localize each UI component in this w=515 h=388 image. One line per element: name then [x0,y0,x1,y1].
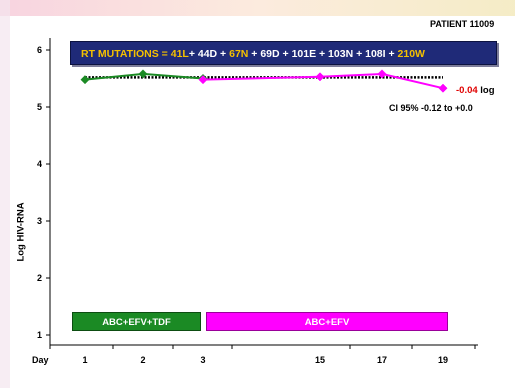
mutation-segment: 210W [397,48,425,60]
data-point-marker [198,75,208,85]
mutations-banner: RT MUTATIONS = 41L+ 44D + 67N + 69D + 10… [70,41,497,65]
x-tick-label: 2 [140,355,145,365]
y-tick-label: 1 [37,330,42,340]
x-tick-label: 1 [82,355,87,365]
x-tick-label: 17 [377,355,387,365]
axes: 1 2 3 4 5 6 Day 1 2 3 15 17 19 [32,38,478,365]
y-tick-label: 4 [37,159,42,169]
y-tick-label: 5 [37,102,42,112]
data-point-marker [315,72,325,82]
y-tick-label: 6 [37,45,42,55]
x-axis-title: Day [32,355,49,365]
y-tick-label: 3 [37,216,42,226]
delta-value: -0.04 [456,85,478,96]
x-tick-label: 3 [200,355,205,365]
confidence-interval: CI 95% -0.12 to +0.0 [389,103,473,113]
y-tick-label: 2 [37,273,42,283]
regimen-abc-efv: ABC+EFV [206,312,448,331]
data-point-marker [377,69,387,79]
series-line-2 [202,72,444,90]
data-point-marker [138,69,148,79]
series-layer [80,69,448,93]
x-tick-label: 19 [438,355,448,365]
patient-label: PATIENT 11009 [430,19,495,29]
delta-annotation: -0.04 log [456,85,495,96]
data-point-marker [438,83,448,93]
x-tick-label: 15 [315,355,325,365]
mutation-segment: 67N [229,48,249,60]
regimen-abc-efv-tdf: ABC+EFV+TDF [72,312,201,331]
mutation-segment: + 44D + [188,48,230,60]
mutation-segment: RT MUTATIONS = 41L [81,48,189,60]
mutation-segment: + 69D + 101E + 103N + 108I + [248,48,398,60]
data-point-marker [80,75,90,85]
delta-unit: log [477,85,495,96]
